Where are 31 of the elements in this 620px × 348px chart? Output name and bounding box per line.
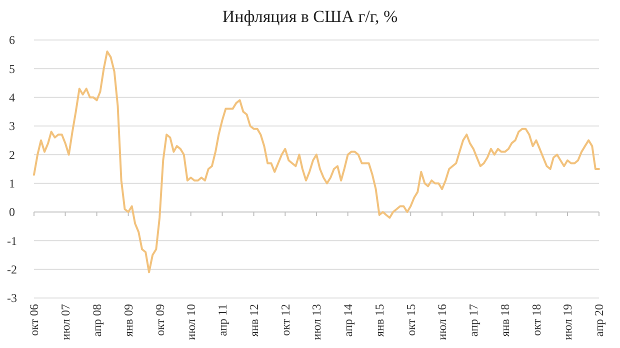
x-tick-label: апр 20 (592, 304, 606, 337)
chart-title: Инфляция в США г/г, % (222, 7, 398, 26)
y-tick-label: 6 (9, 33, 15, 48)
y-tick-label: 3 (9, 119, 15, 134)
y-tick-label: 4 (9, 90, 15, 105)
y-tick-label: 1 (9, 176, 15, 191)
x-tick-label: окт 12 (278, 304, 292, 336)
x-tick-label: апр 11 (215, 304, 230, 336)
x-tick-label: июл 10 (184, 304, 198, 340)
line-series (33, 50, 600, 274)
x-tick-label: окт 09 (152, 304, 167, 336)
x-tick-label: окт 15 (404, 304, 418, 336)
x-tick-label: окт 18 (529, 304, 544, 336)
x-tick-label: окт 06 (27, 304, 42, 336)
x-tick-label: июл 16 (435, 304, 450, 340)
y-tick-label: 2 (9, 148, 15, 162)
x-tick-label: апр 17 (466, 304, 481, 337)
y-tick-label: 5 (9, 62, 15, 76)
y-tick-label: -1 (7, 234, 17, 248)
y-tick-label: -3 (7, 291, 17, 306)
x-tick-label: янв 12 (246, 304, 261, 337)
y-tick-label: 0 (9, 205, 15, 220)
x-tick-label: янв 15 (372, 304, 387, 337)
x-tick-label: июл 19 (560, 304, 575, 340)
x-tick-label: янв 09 (122, 304, 136, 337)
x-tick-label: июл 13 (310, 304, 324, 340)
x-tick-label: июл 07 (58, 304, 72, 340)
x-tick-label: апр 08 (90, 304, 104, 337)
x-tick-label: янв 18 (498, 304, 512, 337)
x-tick-label: апр 14 (341, 304, 356, 337)
y-tick-label: -2 (7, 262, 17, 277)
